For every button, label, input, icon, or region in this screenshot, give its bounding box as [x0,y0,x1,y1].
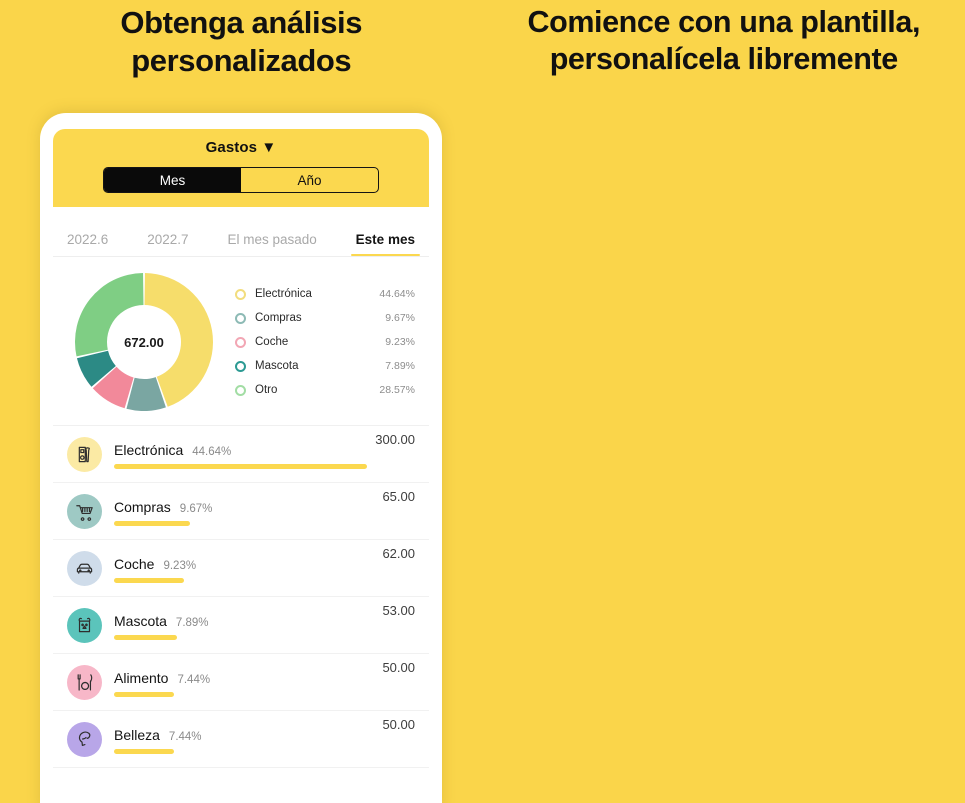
expense-row[interactable]: Belleza 7.44% 50.00 [53,711,429,768]
expense-progress-bar [114,463,368,469]
expense-name: Mascota [114,612,167,629]
expense-amount: 62.00 [382,546,415,561]
legend-percent: 9.23% [385,336,415,348]
expense-amount: 300.00 [375,432,415,447]
legend-color-dot [235,360,246,372]
expense-name: Electrónica [114,441,184,458]
chart-section: 672.00 Electrónica 44.64% Compras 9.67% [53,257,429,426]
segment-month[interactable]: Mes [104,168,241,192]
expense-percent: 9.67% [179,502,213,515]
expense-row[interactable]: Mascota 7.89% 53.00 [53,597,429,654]
expense-percent: 9.23% [163,559,197,572]
food-icon [77,673,93,691]
chart-legend: Electrónica 44.64% Compras 9.67% Coche 9… [235,282,415,402]
expense-category-avatar [67,550,102,586]
legend-color-dot [235,312,246,324]
tab-last-month[interactable]: El mes pasado [227,232,317,247]
expense-list: Electrónica 44.64% 300.00 Compras 9.67% 65.00… [53,426,429,768]
legend-color-dot [235,384,246,396]
legend-percent: 44.64% [379,288,415,300]
expense-percent: 7.44% [177,673,211,686]
shopping-cart-icon [76,504,93,521]
legend-label: Compras [255,312,302,324]
legend-label: Mascota [255,360,299,372]
left-phone-frame: Gastos ▼ Mes Año 2022.6 2022.7 El mes pa… [40,113,442,803]
expense-row-body: Electrónica 44.64% [114,440,368,469]
expense-progress-bar [114,634,177,640]
expense-row-body: Compras 9.67% [114,497,374,526]
legend-percent: 28.57% [379,384,415,396]
expense-progress-bar [114,520,190,526]
legend-color-dot [235,336,246,348]
legend-percent: 9.67% [385,312,415,324]
left-phone-screen: Gastos ▼ Mes Año 2022.6 2022.7 El mes pa… [53,129,429,803]
donut-slice-mascota [76,350,116,387]
tab-this-month[interactable]: Este mes [350,232,421,256]
expense-amount: 50.00 [382,717,415,732]
car-icon [76,563,93,574]
expense-name: Coche [114,555,155,572]
expense-progress-bar [114,748,174,754]
expense-type-selector[interactable]: Gastos ▼ [53,139,429,156]
expense-amount: 65.00 [382,489,415,504]
expense-amount: 50.00 [382,660,415,675]
legend-label: Coche [255,336,289,348]
donut-slice-electrónica [144,273,213,407]
expense-name: Compras [114,498,171,515]
right-promo-panel: Comience con una plantilla, personalícel… [483,0,965,803]
left-app-header: Gastos ▼ Mes Año [53,129,429,207]
expense-percent: 7.89% [175,616,209,629]
legend-percent: 7.89% [385,360,415,372]
pet-icon [78,617,91,632]
segment-year[interactable]: Año [297,172,322,188]
expense-percent: 44.64% [192,445,232,458]
tab-2022-7[interactable]: 2022.7 [147,232,189,247]
donut-slice-otro [75,273,144,357]
expense-progress-bar [114,691,174,697]
chevron-down-icon: ▼ [261,139,277,156]
period-segmented-control[interactable]: Mes Año [103,167,379,193]
donut-slice-coche [92,366,134,409]
expense-row-body: Alimento 7.44% [114,668,374,697]
expense-row[interactable]: Alimento 7.44% 50.00 [53,654,429,711]
tab-2022-6[interactable]: 2022.6 [67,232,109,247]
electronics-icon [78,446,90,462]
expense-row[interactable]: Electrónica 44.64% 300.00 [53,426,429,483]
expense-progress-bar [114,577,185,583]
expense-amount: 53.00 [382,603,415,618]
donut-chart-svg [75,273,213,411]
legend-item: Mascota 7.89% [235,354,415,378]
legend-color-dot [235,288,246,300]
expense-category-avatar [67,607,102,643]
expense-row[interactable]: Coche 9.23% 62.00 [53,540,429,597]
expense-row-body: Belleza 7.44% [114,725,374,754]
month-tab-bar: 2022.6 2022.7 El mes pasado Este mes [53,207,429,257]
expense-type-label: Gastos [205,139,258,156]
expense-row[interactable]: Compras 9.67% 65.00 [53,483,429,540]
left-promo-panel: Obtenga análisis personalizados Gastos ▼… [40,5,442,803]
donut-slice-compras [126,377,166,411]
expense-category-avatar [67,664,102,700]
left-headline: Obtenga análisis personalizados [120,5,363,78]
legend-item: Compras 9.67% [235,306,415,330]
expense-category-avatar [67,436,102,472]
legend-item: Electrónica 44.64% [235,282,415,306]
donut-chart: 672.00 [75,273,213,411]
expense-category-avatar [67,493,102,529]
expense-name: Alimento [114,669,169,686]
donut-total-label: 672.00 [124,334,164,350]
beauty-icon [78,731,91,746]
expense-category-avatar [67,721,102,757]
expense-name: Belleza [114,726,160,743]
legend-label: Otro [255,384,278,396]
legend-item: Coche 9.23% [235,330,415,354]
expense-row-body: Mascota 7.89% [114,611,374,640]
legend-item: Otro 28.57% [235,378,415,402]
right-headline: Comience con una plantilla, personalícel… [527,5,921,77]
expense-row-body: Coche 9.23% [114,554,374,583]
expense-percent: 7.44% [168,730,202,743]
legend-label: Electrónica [255,288,312,300]
